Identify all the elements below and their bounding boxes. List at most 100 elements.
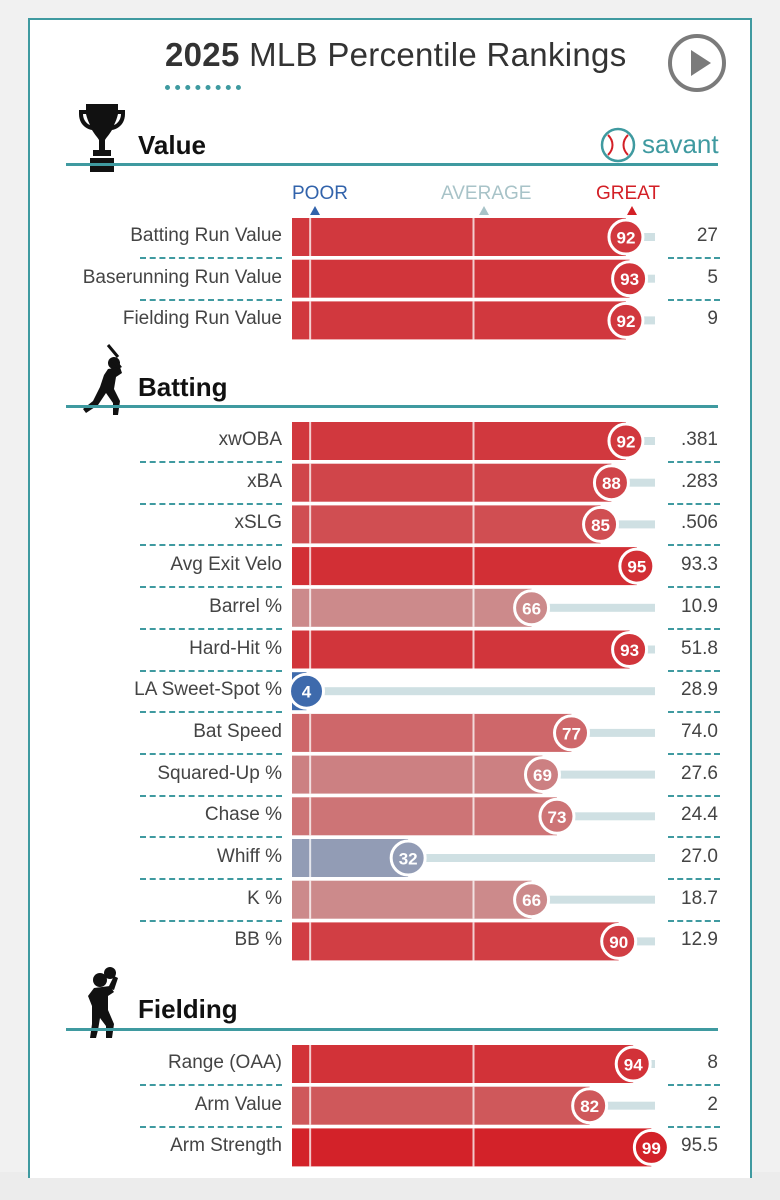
- row-label: Baserunning Run Value: [82, 266, 282, 288]
- row-label: Barrel %: [209, 595, 282, 617]
- percentile-circle: [523, 756, 561, 794]
- bar-fill: [292, 1045, 634, 1083]
- row-separator: [140, 878, 282, 880]
- row-value: 74.0: [681, 720, 718, 742]
- scale-label-great: GREAT: [596, 183, 661, 204]
- section-title-fielding: Fielding: [138, 994, 238, 1024]
- row-separator: [140, 1125, 282, 1128]
- title-text: MLB Percentile Rankings: [249, 36, 627, 73]
- baseball-icon: [600, 127, 636, 163]
- row-separator: [140, 669, 282, 672]
- bar-fill: [292, 505, 601, 544]
- row-value: 2: [707, 1093, 718, 1115]
- row-separator: [668, 627, 720, 630]
- row-value: 24.4: [681, 804, 718, 826]
- section-title-batting: Batting: [138, 372, 228, 402]
- bar-fill: [292, 713, 572, 752]
- row-label: Chase %: [204, 804, 282, 826]
- scale-label-average: AVERAGE: [441, 183, 532, 204]
- row-separator: [668, 257, 720, 259]
- percentile-label: 69: [533, 766, 552, 785]
- section-title-value: Value: [138, 130, 206, 160]
- row-value: 9: [707, 308, 718, 330]
- row-separator: [140, 836, 282, 839]
- percentile-circle: [600, 922, 638, 960]
- percentile-circle: [618, 547, 656, 585]
- row-label: xwOBA: [218, 429, 282, 450]
- row-value: 5: [707, 266, 718, 288]
- percentile-label: 92: [616, 312, 635, 331]
- title-year: 2025: [165, 36, 240, 73]
- row-separator: [140, 1084, 282, 1086]
- bar-fill: [292, 547, 637, 586]
- row-separator: [140, 461, 282, 463]
- percentile-circle: [611, 631, 649, 668]
- percentile-label: 66: [522, 599, 541, 618]
- row-separator: [140, 711, 282, 714]
- percentile-circle: [582, 505, 620, 543]
- percentile-circle: [611, 260, 649, 298]
- bar-fill: [292, 301, 626, 340]
- percentile-circle: [614, 1045, 652, 1083]
- row-value: 51.8: [681, 637, 718, 659]
- percentile-label: 90: [609, 933, 628, 952]
- row-label: Arm Value: [194, 1093, 282, 1115]
- row-label: xSLG: [234, 512, 282, 534]
- percentile-label: 66: [522, 891, 541, 910]
- percentile-circle: [538, 797, 576, 835]
- row-separator: [668, 669, 720, 672]
- row-label: Batting Run Value: [130, 225, 282, 246]
- savant-logo[interactable]: savant: [600, 127, 720, 163]
- bar-fill: [292, 463, 612, 502]
- row-separator: [140, 627, 282, 630]
- row-value: 95.5: [681, 1135, 718, 1157]
- percentile-label: 82: [580, 1097, 599, 1116]
- row-label: LA Sweet-Spot %: [134, 679, 282, 701]
- percentile-label: 88: [602, 474, 621, 493]
- row-value: 8: [707, 1052, 718, 1073]
- percentile-circle: [592, 464, 630, 502]
- percentile-label: 95: [627, 558, 646, 577]
- percentile-label: 77: [562, 724, 581, 743]
- play-button[interactable]: [668, 34, 726, 92]
- percentile-circle: [632, 1128, 670, 1166]
- percentile-circle: [607, 218, 645, 256]
- bar-fill: [292, 1128, 652, 1167]
- row-value: 27.0: [681, 846, 718, 867]
- scale-arrow-poor: [310, 206, 320, 215]
- bar-fill: [292, 755, 543, 794]
- row-separator: [668, 544, 720, 547]
- row-separator: [668, 298, 720, 301]
- percentile-circle: [571, 1087, 609, 1125]
- row-separator: [668, 461, 720, 463]
- percentile-circle: [389, 839, 427, 877]
- row-value: 27.6: [681, 762, 718, 784]
- section-rule-value: [66, 163, 718, 166]
- row-separator: [668, 836, 720, 839]
- row-label: BB %: [234, 929, 282, 951]
- row-label: Whiff %: [216, 846, 282, 867]
- percentile-label: 85: [591, 516, 610, 535]
- row-label: xBA: [247, 470, 282, 492]
- row-separator: [668, 586, 720, 589]
- percentile-circle: [607, 301, 645, 339]
- row-label: Arm Strength: [170, 1135, 282, 1157]
- scale-arrow-great: [627, 206, 637, 215]
- percentile-label: 92: [616, 229, 635, 248]
- row-separator: [140, 502, 282, 505]
- percentile-circle: [513, 589, 551, 627]
- row-label: Range (OAA): [167, 1052, 282, 1073]
- bar-track: [292, 854, 655, 862]
- row-value: 18.7: [681, 887, 718, 909]
- fielder-icon: [88, 967, 118, 1038]
- percentile-label: 73: [548, 808, 567, 827]
- row-separator: [140, 794, 282, 797]
- bar-fill: [292, 1086, 590, 1125]
- section-rule-fielding: [66, 1028, 718, 1031]
- batter-icon: [83, 344, 122, 415]
- row-separator: [668, 919, 720, 922]
- row-value: 28.9: [681, 679, 718, 701]
- row-label: Hard-Hit %: [189, 637, 282, 659]
- row-value: 12.9: [681, 929, 718, 951]
- percentile-circle: [553, 714, 591, 752]
